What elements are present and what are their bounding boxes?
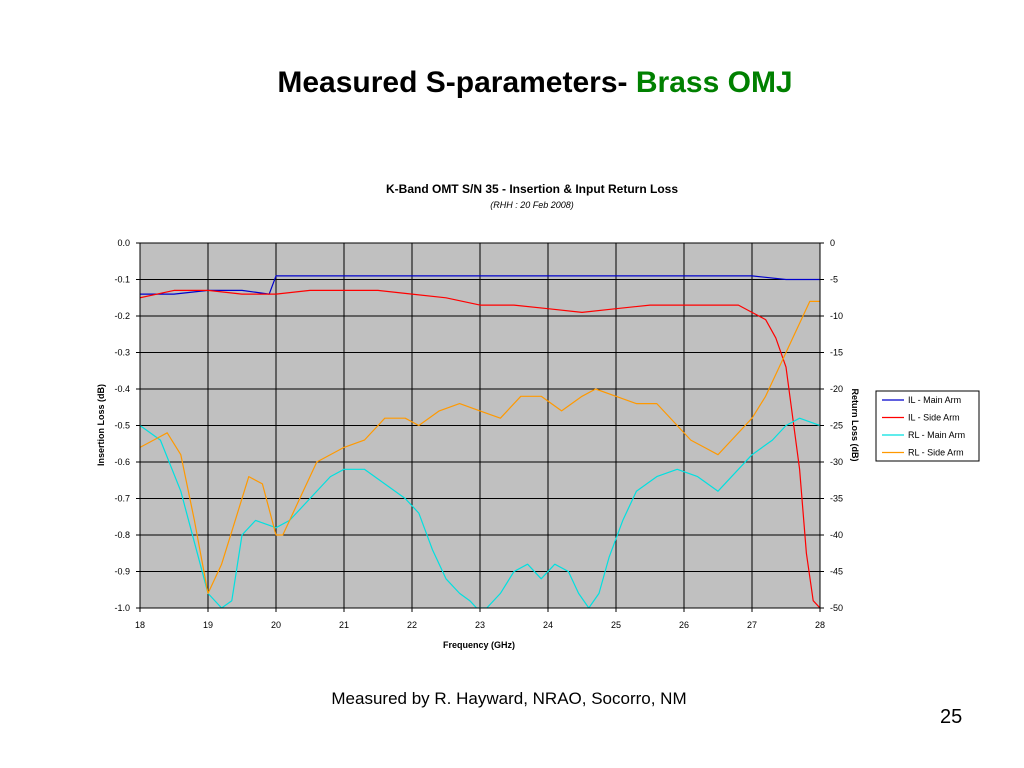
y-left-tick-label: 0.0 <box>117 238 130 248</box>
y-left-tick-label: -0.4 <box>114 384 130 394</box>
legend-label-rl-side-arm: RL - Side Arm <box>908 448 964 458</box>
x-tick-label: 23 <box>475 620 485 630</box>
x-tick-label: 21 <box>339 620 349 630</box>
legend-label-il-side-arm: IL - Side Arm <box>908 413 960 423</box>
y-right-tick-label: -40 <box>830 530 843 540</box>
x-tick-label: 27 <box>747 620 757 630</box>
legend-label-rl-main-arm: RL - Main Arm <box>908 430 965 440</box>
x-tick-label: 28 <box>815 620 825 630</box>
y-right-tick-label: -25 <box>830 421 843 431</box>
y-left-tick-label: -0.2 <box>114 311 130 321</box>
x-tick-label: 19 <box>203 620 213 630</box>
slide-title: Measured S-parameters- Brass OMJ <box>0 66 1024 100</box>
y-left-tick-label: -0.7 <box>114 494 130 504</box>
y-left-tick-label: -0.9 <box>114 567 130 577</box>
y-left-axis-label: Insertion Loss (dB) <box>96 384 106 466</box>
chart-legend: IL - Main Arm IL - Side Arm RL - Main Arm R… <box>875 390 980 462</box>
y-right-axis-label: Return Loss (dB) <box>850 389 860 462</box>
series-line-rl-side-arm <box>140 300 820 595</box>
y-left-tick-label: -0.3 <box>114 348 130 358</box>
tick-labels: 18 19 20 21 22 23 24 25 26 27 28 0.0 -0.1 -0.2 -0.3 -0.… <box>114 238 843 630</box>
x-axis-label: Frequency (GHz) <box>443 640 515 650</box>
y-right-tick-label: -15 <box>830 348 843 358</box>
x-tick-label: 18 <box>135 620 145 630</box>
x-tick-label: 26 <box>679 620 689 630</box>
y-right-tick-label: -50 <box>830 603 843 613</box>
x-tick-label: 20 <box>271 620 281 630</box>
y-right-tick-label: -45 <box>830 567 843 577</box>
x-tick-label: 24 <box>543 620 553 630</box>
y-right-tick-label: -20 <box>830 384 843 394</box>
y-right-tick-label: -30 <box>830 457 843 467</box>
legend-box <box>875 390 980 462</box>
x-tick-label: 22 <box>407 620 417 630</box>
y-left-tick-label: -0.8 <box>114 530 130 540</box>
y-left-tick-label: -0.6 <box>114 457 130 467</box>
slide-title-main: Measured S-parameters- <box>277 66 628 99</box>
x-tick-label: 25 <box>611 620 621 630</box>
y-left-tick-label: -0.5 <box>114 421 130 431</box>
series-line-rl-main-arm <box>140 417 820 608</box>
legend-label-il-main-arm: IL - Main Arm <box>908 395 961 405</box>
page-number: 25 <box>940 706 963 728</box>
series-layer <box>140 275 820 608</box>
footer-credit: Measured by R. Hayward, NRAO, Socorro, N… <box>331 689 687 708</box>
chart-subtitle: (RHH : 20 Feb 2008) <box>490 200 574 210</box>
y-left-tick-label: -0.1 <box>114 275 130 285</box>
slide-title-accent: Brass OMJ <box>635 66 793 99</box>
y-left-tick-label: -1.0 <box>114 603 130 613</box>
chart-title: K-Band OMT S/N 35 - Insertion & Input Re… <box>386 182 678 196</box>
y-right-tick-label: -35 <box>830 494 843 504</box>
series-line-il-main-arm <box>140 275 820 295</box>
y-right-tick-label: -5 <box>830 275 838 285</box>
y-right-tick-label: -10 <box>830 311 843 321</box>
y-right-tick-label: 0 <box>830 238 835 248</box>
series-line-il-side-arm <box>140 289 820 608</box>
